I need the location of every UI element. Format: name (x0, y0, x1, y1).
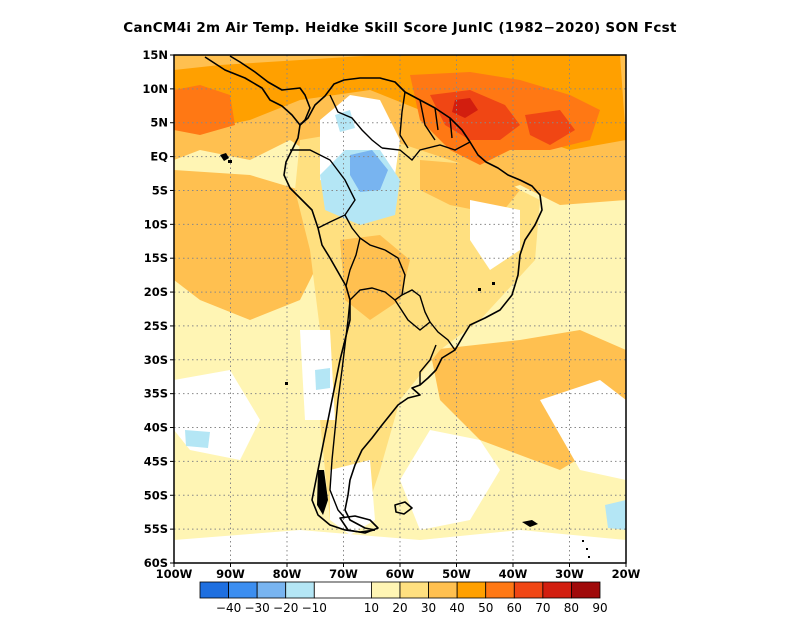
lat-tick-label: 15N (142, 48, 168, 62)
figure-title: CanCM4i 2m Air Temp. Heidke Skill Score … (123, 20, 677, 36)
border-chile-argentina (329, 299, 351, 519)
lat-tick-label: 50S (144, 488, 168, 502)
lat-tick-label: 60S (144, 556, 168, 570)
chiloe-archipelago (317, 470, 328, 515)
lon-tick-label: 100W (156, 567, 193, 581)
neg-10-atlantic-south (605, 500, 626, 530)
lat-tick-label: 10N (142, 82, 168, 96)
border-venezuela-guyana (399, 91, 409, 149)
white-south-atlantic (400, 430, 500, 530)
tierra-del-fuego (339, 515, 379, 534)
shade-60-atlantic (525, 110, 575, 145)
lat-tick-label: 30S (144, 353, 168, 367)
galapagos (220, 153, 232, 163)
coastlines (204, 55, 543, 534)
south-georgia (522, 520, 538, 527)
lat-tick-label: 35S (144, 387, 168, 401)
lat-tick-label: 15S (144, 251, 168, 265)
islands (220, 153, 590, 558)
lon-axis: 100W 90W 80W 70W 60W 50W 40W 30W 20W (156, 563, 641, 581)
caribbean-coast (299, 77, 543, 531)
white-patagonia (330, 460, 375, 535)
shade-60-core (430, 90, 520, 140)
lat-tick-label: 5S (152, 183, 168, 197)
border-guyanas (419, 99, 453, 141)
lon-tick-label: 20W (612, 567, 641, 581)
lat-tick-label: 10S (144, 217, 168, 231)
country-borders (290, 91, 471, 519)
pacific-coast (283, 124, 376, 533)
lat-tick-label: 55S (144, 522, 168, 536)
lon-tick-label: 90W (216, 567, 245, 581)
lat-tick-label: 20S (144, 285, 168, 299)
lat-tick-label: 25S (144, 319, 168, 333)
neg-10-north (335, 110, 355, 132)
lat-tick-label: 45S (144, 454, 168, 468)
shade-30-pacific-west (174, 170, 320, 320)
lon-tick-label: 50W (442, 567, 471, 581)
lon-tick-label: 60W (386, 567, 415, 581)
lat-tick-label: 5N (150, 116, 168, 130)
lat-tick-label: 40S (144, 421, 168, 435)
border-colombia-venezuela (329, 94, 383, 149)
white-east-brazil (470, 200, 520, 270)
shade-30-para (420, 160, 520, 215)
shade-70-core (452, 98, 478, 118)
lon-tick-label: 70W (329, 567, 358, 581)
grid-lines (174, 55, 626, 563)
border-brazil-north (381, 141, 471, 161)
border-argentina-brazil-uruguay (419, 321, 456, 385)
lon-tick-label: 30W (555, 567, 584, 581)
lat-tick-label: EQ (150, 150, 168, 164)
south-sandwich (582, 540, 590, 558)
neg-10-pacific-south (185, 430, 210, 448)
border-paraguay (394, 289, 431, 331)
border-colombia-peru-brazil (290, 149, 356, 229)
lat-axis: 15N 10N 5N EQ 5S 10S 15S 20S 25S 30S 35S 40S 45S 50S 5… (142, 48, 174, 570)
white-southeast (540, 380, 626, 480)
falklands (394, 501, 413, 515)
neg-10-chile (315, 368, 330, 390)
lon-tick-label: 80W (273, 567, 302, 581)
neg-20-amazon (350, 150, 388, 192)
lon-tick-label: 40W (499, 567, 528, 581)
